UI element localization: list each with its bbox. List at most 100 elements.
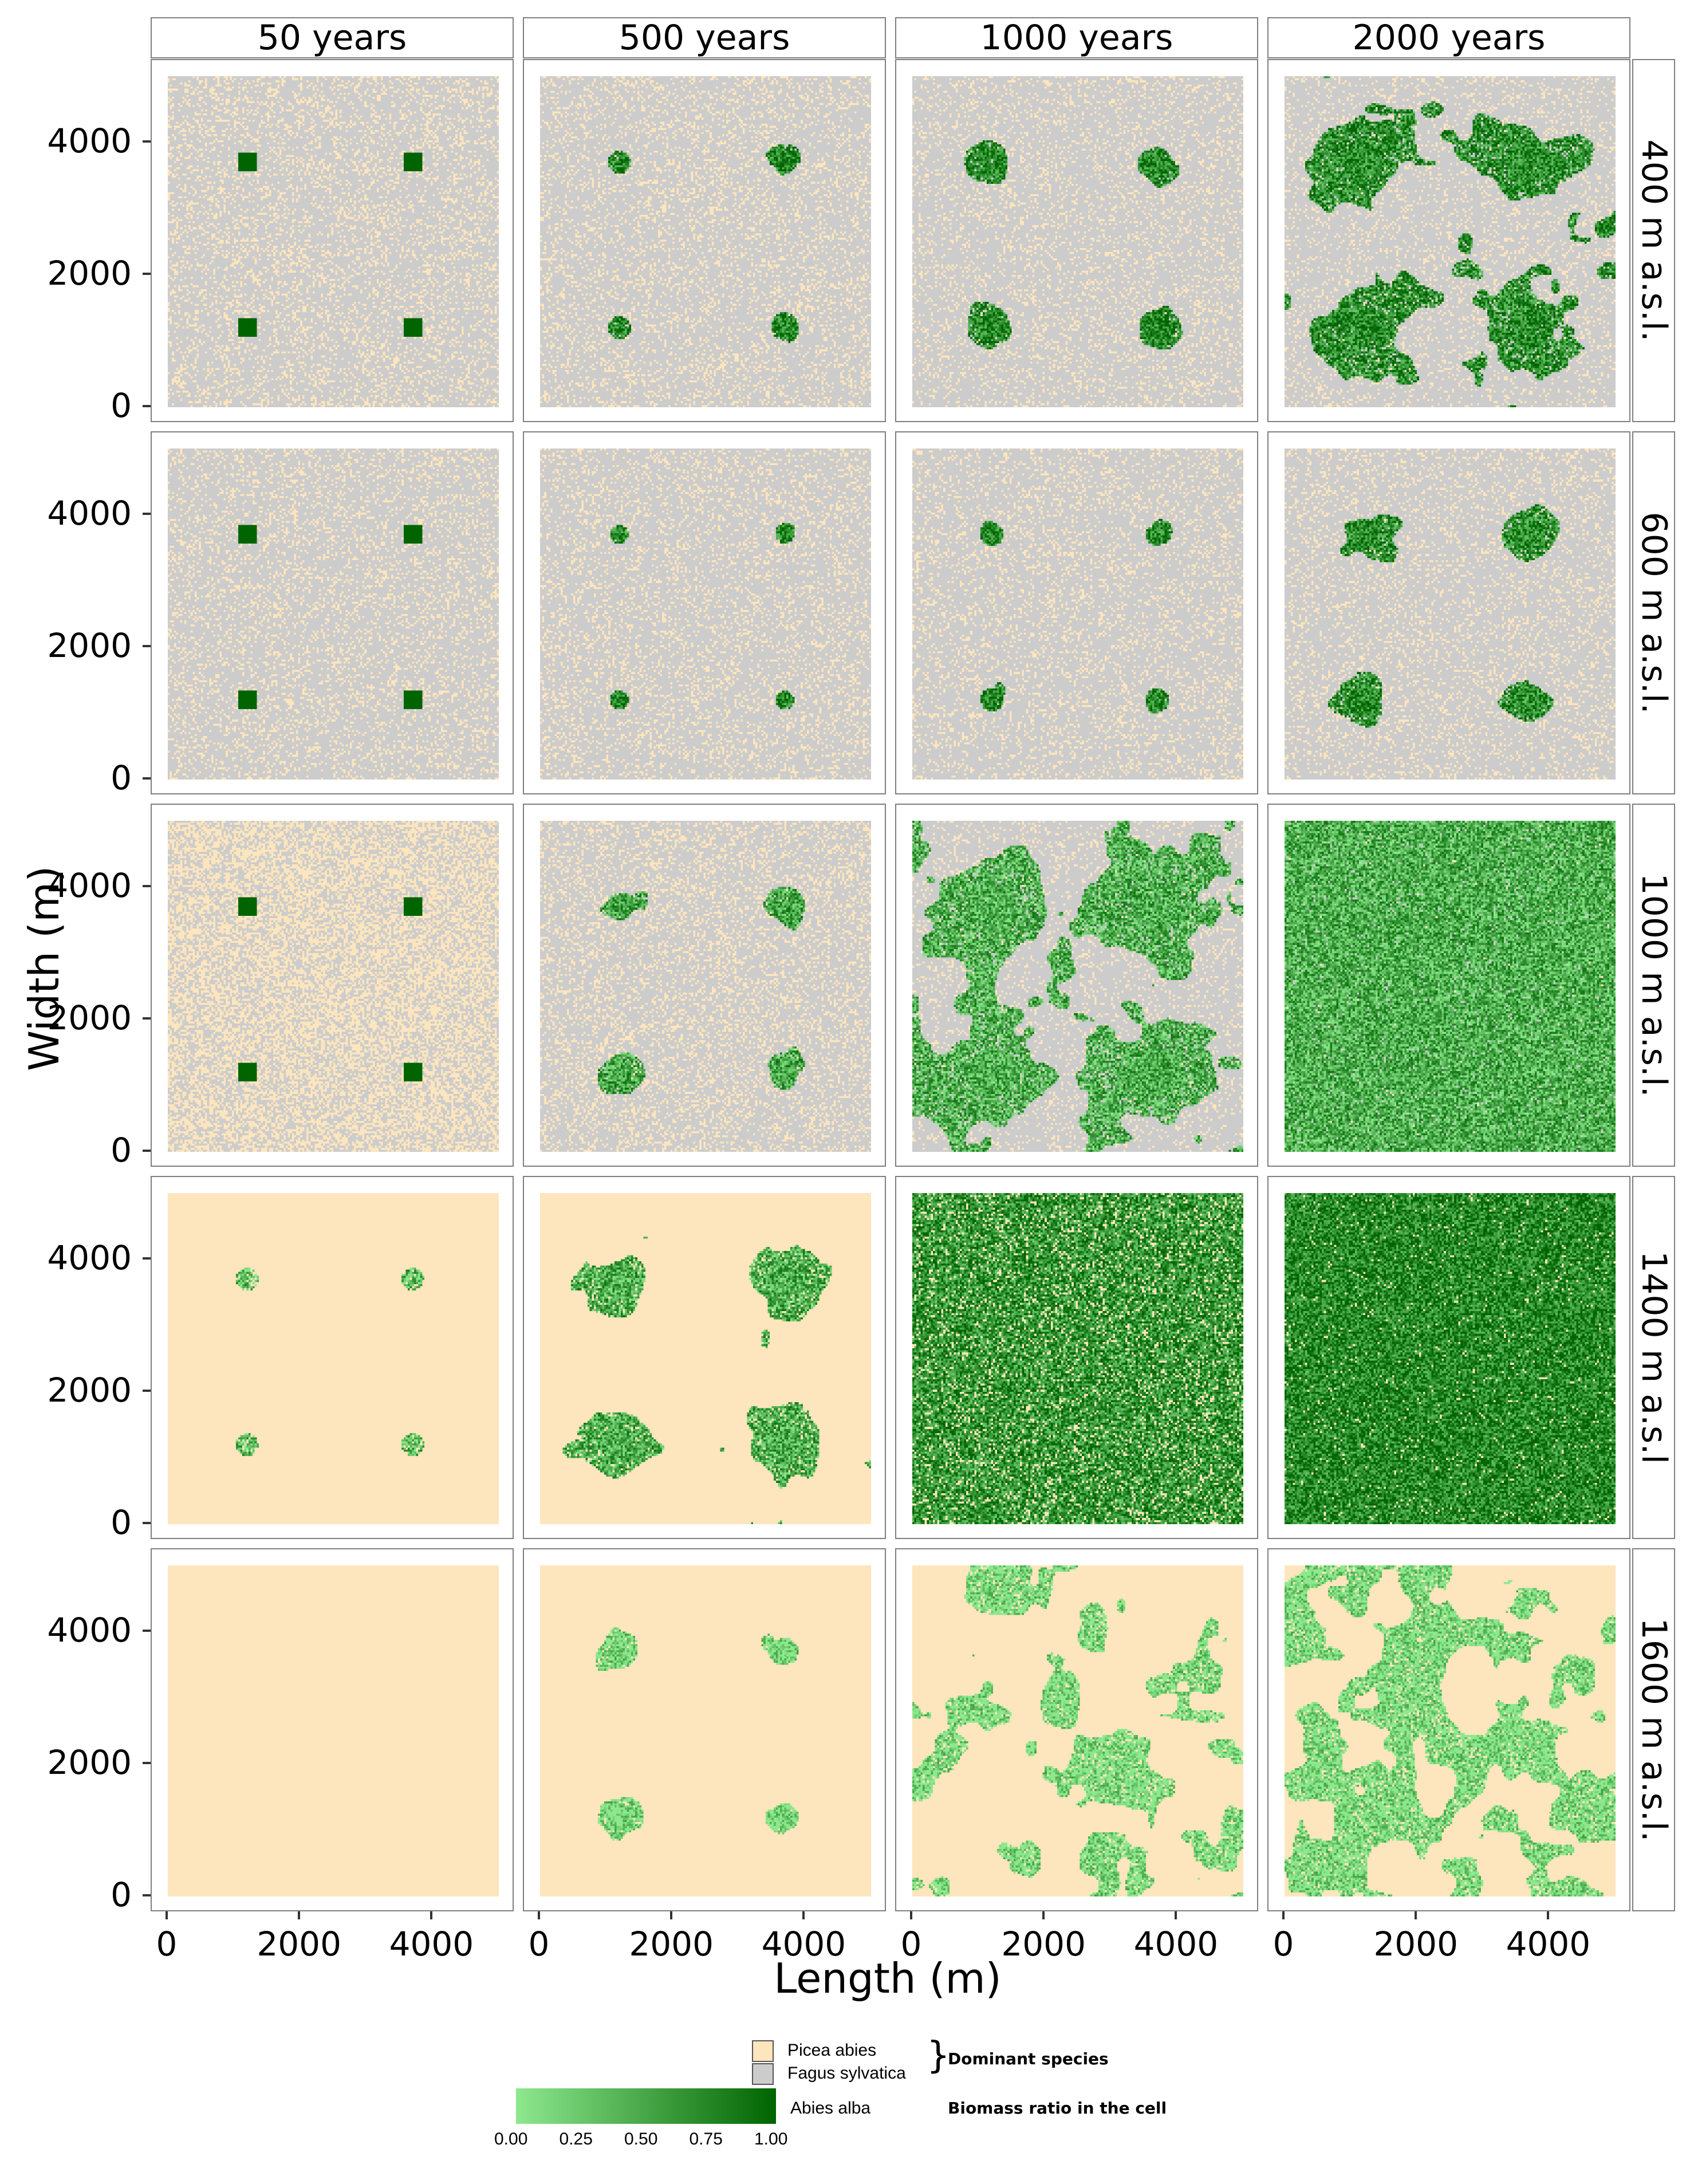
y-tick-label: 4000 (47, 1610, 132, 1650)
heatmap-panel-r3-c4 (1267, 804, 1630, 1167)
y-tick-label: 0 (111, 1503, 132, 1542)
legend-brace: } (927, 2035, 950, 2077)
y-tick-mark (143, 1017, 151, 1020)
y-tick-label: 0 (111, 1131, 132, 1170)
legend-colorbar (516, 2088, 776, 2124)
y-tick-mark (143, 777, 151, 780)
facet-strip-col-2: 500 years (523, 17, 886, 58)
heatmap-panel-r3-c1 (151, 804, 514, 1167)
y-tick-label: 4000 (47, 121, 132, 160)
heatmap-cells (168, 76, 499, 407)
y-tick-label: 4000 (47, 865, 132, 905)
y-tick-label: 0 (111, 1875, 132, 1914)
y-tick-mark (143, 1761, 151, 1764)
legend-scale-tick: 1.00 (754, 2130, 788, 2148)
x-tick-label: 4000 (389, 1925, 474, 1963)
x-tick-label: 0 (156, 1925, 178, 1963)
y-tick-label: 2000 (47, 1370, 132, 1410)
x-tick-label: 2000 (1001, 1925, 1086, 1963)
legend-biomass-title: Biomass ratio in the cell (948, 2099, 1167, 2118)
heatmap-cells (912, 76, 1243, 407)
facet-strip-row-1: 400 m a.s.l. (1632, 59, 1675, 422)
x-tick-label: 2000 (1373, 1925, 1458, 1963)
facet-strip-row-4: 1400 m a.s.l (1632, 1176, 1675, 1539)
heatmap-panel-r5-c2 (523, 1548, 886, 1911)
legend-scale-tick: 0.00 (494, 2130, 528, 2148)
heatmap-panel-r4-c2 (523, 1176, 886, 1539)
heatmap-cells (1285, 76, 1616, 407)
heatmap-panel-r3-c2 (523, 804, 886, 1167)
heatmap-panel-r2-c3 (895, 431, 1258, 794)
x-tick-mark (538, 1911, 540, 1919)
x-tick-mark (1415, 1911, 1417, 1919)
x-tick-mark (166, 1911, 168, 1919)
y-tick-label: 4000 (47, 493, 132, 533)
y-axis-title: Width (m) (20, 865, 68, 1071)
heatmap-panel-r3-c3 (895, 804, 1258, 1167)
y-tick-mark (143, 1629, 151, 1632)
x-tick-label: 4000 (761, 1925, 846, 1963)
y-tick-label: 0 (111, 386, 132, 425)
heatmap-cells (168, 1193, 499, 1524)
y-tick-label: 0 (111, 758, 132, 797)
y-tick-mark (143, 644, 151, 647)
x-tick-mark (1042, 1911, 1045, 1919)
y-tick-mark (143, 1257, 151, 1260)
y-tick-label: 2000 (47, 625, 132, 665)
heatmap-panel-r2-c1 (151, 431, 514, 794)
facet-strip-row-label: 600 m a.s.l. (1633, 511, 1674, 714)
x-axis-title: Length (m) (774, 1954, 1002, 2002)
facet-strip-row-label: 1000 m a.s.l. (1633, 873, 1674, 1097)
x-tick-label: 0 (1273, 1925, 1294, 1963)
facet-strip-row-3: 1000 m a.s.l. (1632, 804, 1675, 1167)
heatmap-cells (912, 448, 1243, 780)
heatmap-panel-r4-c4 (1267, 1176, 1630, 1539)
heatmap-cells (540, 821, 871, 1152)
x-tick-mark (1547, 1911, 1550, 1919)
x-tick-label: 4000 (1133, 1925, 1219, 1963)
x-tick-label: 2000 (629, 1925, 714, 1963)
legend-swatch-picea (752, 2040, 774, 2062)
heatmap-panel-r1-c2 (523, 59, 886, 422)
y-tick-label: 2000 (47, 998, 132, 1037)
heatmap-panel-r1-c1 (151, 59, 514, 422)
legend-label-fagus: Fagus sylvatica (787, 2064, 906, 2083)
legend-label-abies: Abies alba (790, 2099, 871, 2118)
heatmap-cells (1285, 1193, 1616, 1524)
heatmap-cells (540, 1565, 871, 1896)
y-tick-mark (143, 405, 151, 407)
heatmap-cells (540, 1193, 871, 1524)
y-tick-label: 2000 (47, 1742, 132, 1782)
heatmap-panel-r5-c1 (151, 1548, 514, 1911)
heatmap-panel-r1-c4 (1267, 59, 1630, 422)
x-tick-mark (802, 1911, 805, 1919)
legend-swatch-fagus (752, 2063, 774, 2085)
legend-scale-tick: 0.25 (559, 2130, 593, 2148)
legend-scale-tick: 0.50 (624, 2130, 658, 2148)
y-tick-label: 4000 (47, 1238, 132, 1277)
facet-strip-row-label: 1600 m a.s.l. (1633, 1618, 1674, 1842)
facet-strip-col-3: 1000 years (895, 17, 1258, 58)
y-tick-mark (143, 512, 151, 515)
x-tick-mark (1282, 1911, 1285, 1919)
heatmap-panel-r4-c1 (151, 1176, 514, 1539)
heatmap-panel-r2-c2 (523, 431, 886, 794)
heatmap-cells (1285, 821, 1616, 1152)
heatmap-cells (1285, 448, 1616, 780)
heatmap-cells (912, 821, 1243, 1152)
heatmap-cells (168, 821, 499, 1152)
x-tick-mark (910, 1911, 912, 1919)
y-tick-mark (143, 1150, 151, 1152)
x-tick-label: 2000 (257, 1925, 341, 1963)
legend-scale-tick: 0.75 (689, 2130, 723, 2148)
heatmap-cells (168, 448, 499, 780)
legend-label-picea: Picea abies (787, 2041, 877, 2060)
y-tick-label: 2000 (47, 253, 132, 293)
facet-strip-col-4: 2000 years (1267, 17, 1630, 58)
x-tick-label: 0 (900, 1925, 922, 1963)
y-tick-mark (143, 272, 151, 275)
x-tick-mark (298, 1911, 301, 1919)
x-tick-mark (430, 1911, 433, 1919)
heatmap-cells (168, 1565, 499, 1896)
x-tick-label: 0 (528, 1925, 550, 1963)
